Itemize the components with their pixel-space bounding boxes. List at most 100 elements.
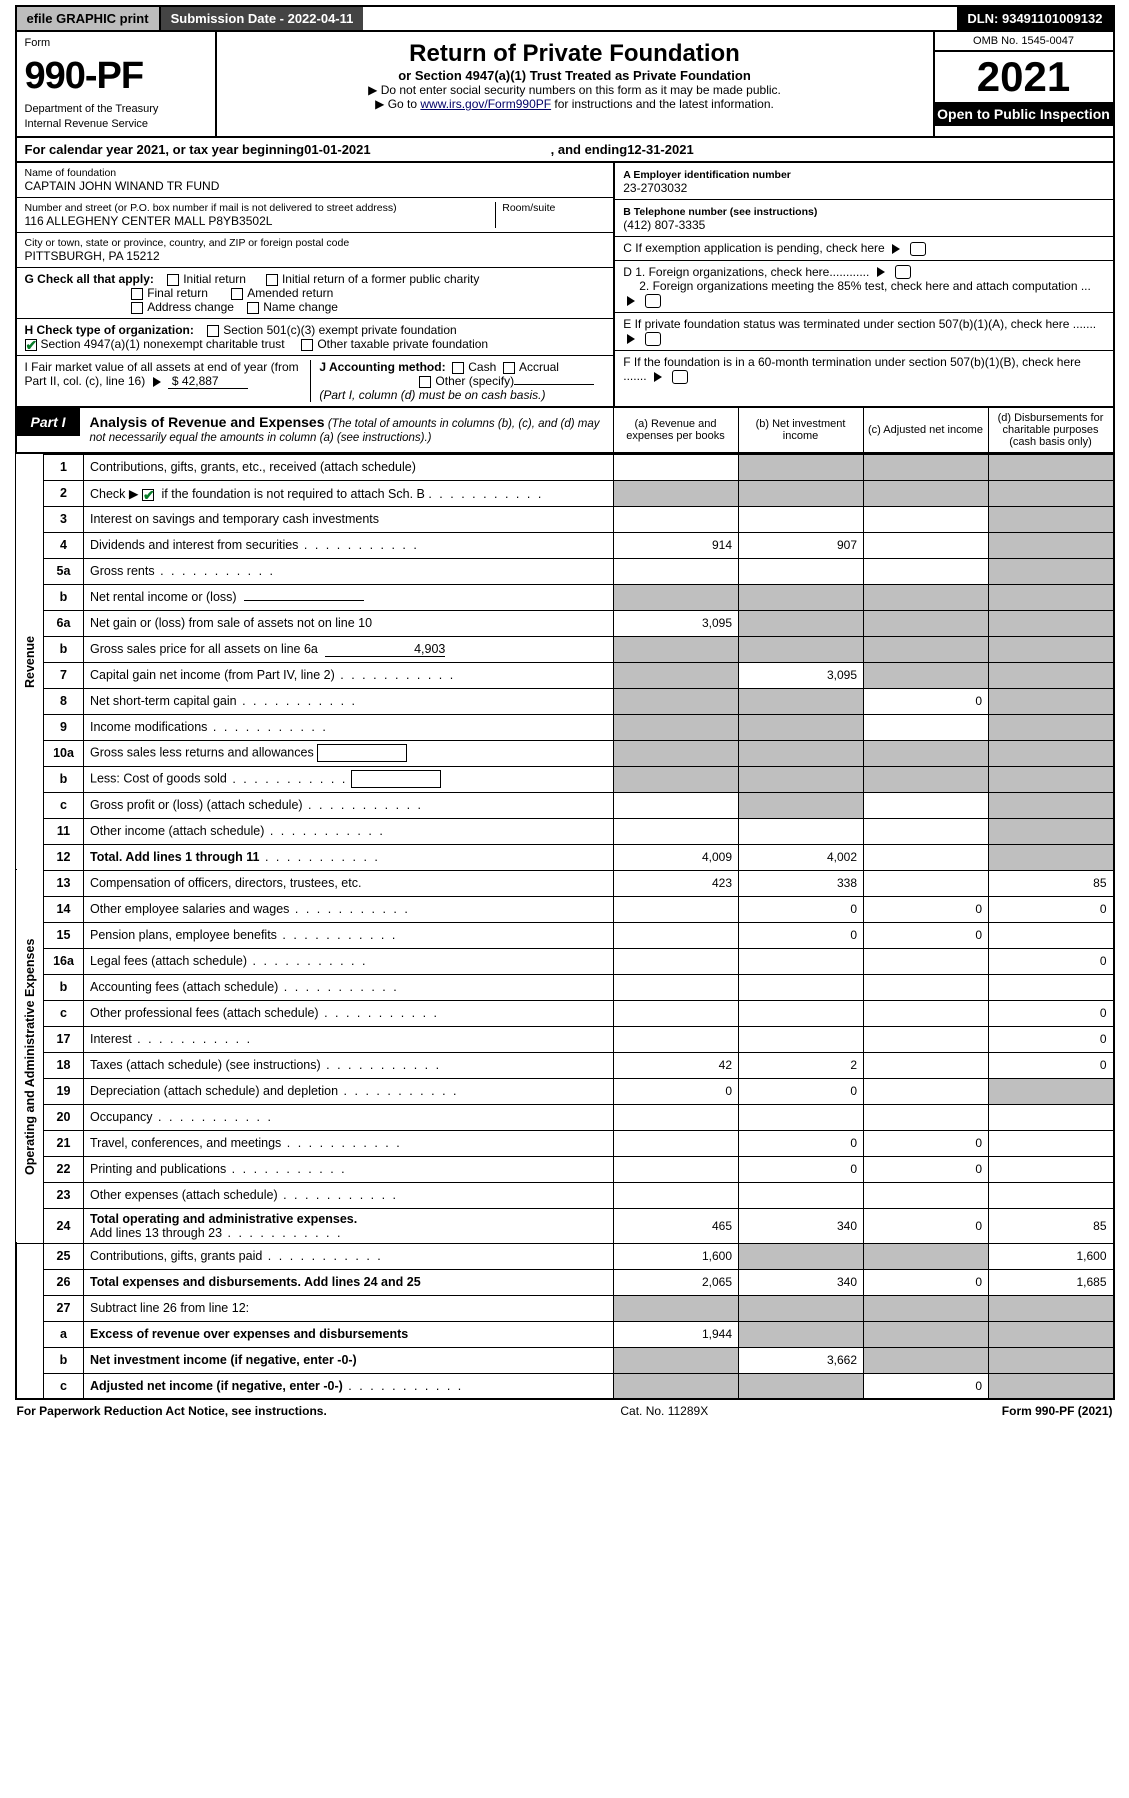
e-label: E If private foundation status was termi… [623, 317, 1096, 331]
table-row: 24Total operating and administrative exp… [16, 1208, 1114, 1243]
chk-other-taxable[interactable] [301, 339, 313, 351]
info-block: Name of foundation CAPTAIN JOHN WINAND T… [15, 163, 1115, 408]
r17-d: 0 [989, 1026, 1114, 1052]
r13-d: 85 [989, 870, 1114, 896]
table-row: cGross profit or (loss) (attach schedule… [16, 792, 1114, 818]
r24-label: Total operating and administrative expen… [84, 1208, 614, 1243]
form-header: Form 990-PF Department of the Treasury I… [15, 32, 1115, 138]
chk-501c3[interactable] [207, 325, 219, 337]
ein-label: A Employer identification number [623, 169, 791, 181]
d2-checkbox[interactable] [645, 294, 661, 308]
phone-cell: B Telephone number (see instructions) (4… [615, 199, 1112, 236]
r16a-label: Legal fees (attach schedule) [90, 954, 247, 968]
r14-d: 0 [989, 896, 1114, 922]
r27c-label: Adjusted net income (if negative, enter … [90, 1379, 343, 1393]
instructions-link[interactable]: www.irs.gov/Form990PF [420, 97, 551, 111]
opt-final-return: Final return [147, 286, 208, 300]
city-cell: City or town, state or province, country… [17, 232, 614, 267]
r13-b: 338 [739, 870, 864, 896]
dept-1: Department of the Treasury [25, 102, 207, 117]
chk-amended-return[interactable] [231, 288, 243, 300]
part1-table: Revenue 1Contributions, gifts, grants, e… [15, 454, 1115, 1401]
chk-cash[interactable] [452, 362, 464, 374]
r22-label: Printing and publications [90, 1162, 226, 1176]
table-row: 17Interest0 [16, 1026, 1114, 1052]
table-row: 19Depreciation (attach schedule) and dep… [16, 1078, 1114, 1104]
r21-label: Travel, conferences, and meetings [90, 1136, 281, 1150]
col-a-head: (a) Revenue and expenses per books [613, 408, 738, 452]
r22-c: 0 [864, 1156, 989, 1182]
r23-label: Other expenses (attach schedule) [90, 1188, 278, 1202]
page-footer: For Paperwork Reduction Act Notice, see … [15, 1400, 1115, 1422]
r27b-b: 3,662 [739, 1347, 864, 1373]
r17-label: Interest [90, 1032, 132, 1046]
chk-name-change[interactable] [247, 302, 259, 314]
i-value: $ 42,887 [168, 374, 248, 389]
r16c-d: 0 [989, 1000, 1114, 1026]
r4-label: Dividends and interest from securities [90, 538, 298, 552]
r20-label: Occupancy [90, 1110, 153, 1124]
d2-label: 2. Foreign organizations meeting the 85%… [623, 279, 1091, 293]
d1-label: D 1. Foreign organizations, check here..… [623, 265, 869, 279]
part1-title: Analysis of Revenue and Expenses [90, 414, 325, 430]
cal-end: 12-31-2021 [627, 142, 694, 157]
f-checkbox[interactable] [672, 370, 688, 384]
e-checkbox[interactable] [645, 332, 661, 346]
r14-b: 0 [739, 896, 864, 922]
opt-name-change: Name change [263, 300, 338, 314]
chk-schb[interactable] [142, 489, 154, 501]
table-row: 11Other income (attach schedule) [16, 818, 1114, 844]
r13-label: Compensation of officers, directors, tru… [84, 870, 614, 896]
revenue-vert-label: Revenue [16, 454, 44, 870]
c-checkbox[interactable] [910, 242, 926, 256]
chk-initial-return[interactable] [167, 274, 179, 286]
open-public-badge: Open to Public Inspection [935, 102, 1113, 126]
chk-other-method[interactable] [419, 376, 431, 388]
instr-2-post: for instructions and the latest informat… [554, 97, 773, 111]
phone-label: B Telephone number (see instructions) [623, 206, 817, 218]
cal-begin: 01-01-2021 [304, 142, 371, 157]
chk-4947a1[interactable] [25, 339, 37, 351]
ein-cell: A Employer identification number 23-2703… [615, 163, 1112, 199]
r10b-label: Less: Cost of goods sold [84, 766, 614, 792]
part1-desc: Analysis of Revenue and Expenses (The to… [80, 408, 613, 452]
opt-amended-return: Amended return [247, 286, 333, 300]
form-number: 990-PF [25, 51, 207, 102]
r11-label: Other income (attach schedule) [90, 824, 264, 838]
r2-pre: Check ▶ [90, 487, 139, 501]
r1-label: Contributions, gifts, grants, etc., rece… [84, 454, 614, 480]
table-row: 23Other expenses (attach schedule) [16, 1182, 1114, 1208]
footer-mid: Cat. No. 11289X [327, 1404, 1002, 1418]
r3-label: Interest on savings and temporary cash i… [84, 506, 614, 532]
table-row: 22Printing and publications00 [16, 1156, 1114, 1182]
col-c-head: (c) Adjusted net income [863, 408, 988, 452]
r12-label: Total. Add lines 1 through 11 [90, 850, 259, 864]
chk-address-change[interactable] [131, 302, 143, 314]
form-subtitle: or Section 4947(a)(1) Trust Treated as P… [233, 68, 917, 83]
r25-d: 1,600 [989, 1243, 1114, 1269]
table-row: 21Travel, conferences, and meetings00 [16, 1130, 1114, 1156]
chk-accrual[interactable] [503, 362, 515, 374]
d1-checkbox[interactable] [895, 265, 911, 279]
r24a-text: Total operating and administrative expen… [90, 1212, 357, 1226]
r26-a: 2,065 [614, 1269, 739, 1295]
foundation-name-cell: Name of foundation CAPTAIN JOHN WINAND T… [17, 163, 614, 197]
r24b-text: Add lines 13 through 23 [90, 1226, 222, 1240]
r4-b: 907 [739, 532, 864, 558]
table-row: bAccounting fees (attach schedule) [16, 974, 1114, 1000]
cal-mid: , and ending [551, 142, 628, 157]
g-label: G Check all that apply: [25, 272, 154, 286]
r14-label: Other employee salaries and wages [90, 902, 289, 916]
r10a-text: Gross sales less returns and allowances [90, 746, 314, 760]
efile-print-button[interactable]: efile GRAPHIC print [17, 7, 161, 30]
chk-final-return[interactable] [131, 288, 143, 300]
table-row: 18Taxes (attach schedule) (see instructi… [16, 1052, 1114, 1078]
c-cell: C If exemption application is pending, c… [615, 236, 1112, 260]
city-label: City or town, state or province, country… [25, 237, 606, 249]
e-cell: E If private foundation status was termi… [615, 312, 1112, 350]
opt-4947a1: Section 4947(a)(1) nonexempt charitable … [41, 337, 285, 351]
r19-label: Depreciation (attach schedule) and deple… [90, 1084, 338, 1098]
chk-initial-former[interactable] [266, 274, 278, 286]
r26-b: 340 [739, 1269, 864, 1295]
table-row: 15Pension plans, employee benefits00 [16, 922, 1114, 948]
